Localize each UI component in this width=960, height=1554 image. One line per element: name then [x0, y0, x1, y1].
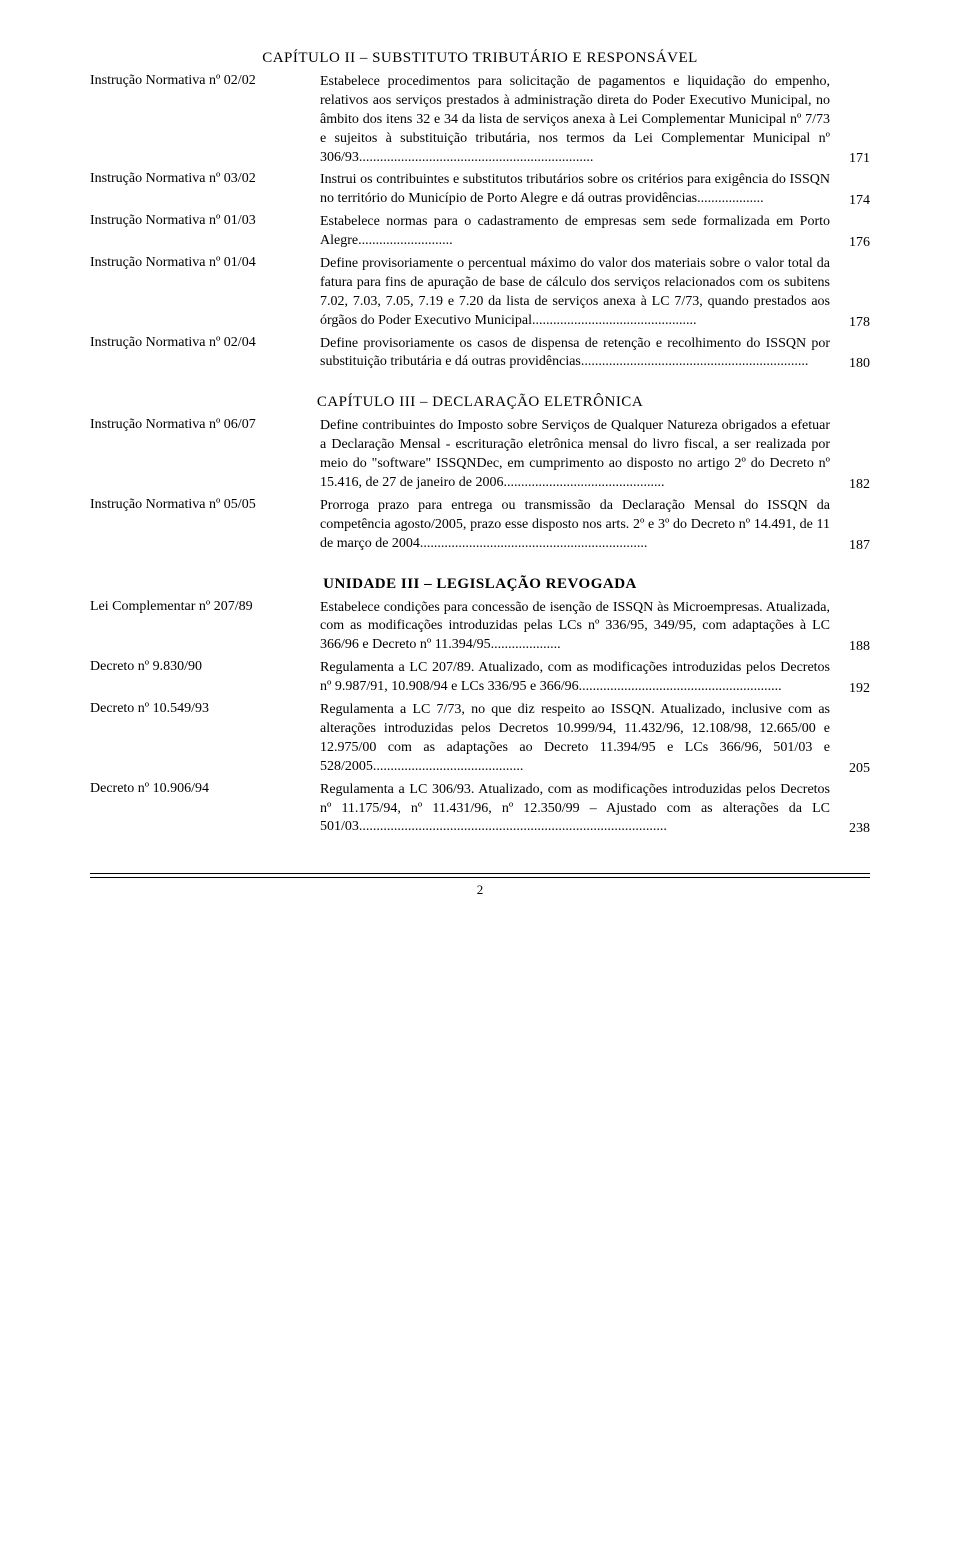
entry-label: Instrução Normativa nº 02/04 — [90, 335, 320, 351]
entry-description: Regulamenta a LC 7/73, no que diz respei… — [320, 701, 830, 777]
toc-entry: Decreto nº 10.906/94 Regulamenta a LC 30… — [90, 781, 870, 838]
entry-description: Define provisoriamente o percentual máxi… — [320, 255, 830, 331]
entry-page: 174 — [830, 193, 870, 209]
toc-entry: Decreto nº 10.549/93 Regulamenta a LC 7/… — [90, 701, 870, 777]
entry-page: 176 — [830, 235, 870, 251]
entry-page: 180 — [830, 356, 870, 372]
entry-description: Estabelece normas para o cadastramento d… — [320, 213, 830, 251]
entry-page: 178 — [830, 315, 870, 331]
toc-entry: Instrução Normativa nº 01/03 Estabelece … — [90, 213, 870, 251]
toc-entry: Instrução Normativa nº 05/05 Prorroga pr… — [90, 497, 870, 554]
chapter-3-title: CAPÍTULO III – DECLARAÇÃO ELETRÔNICA — [90, 394, 870, 411]
entry-description: Instrui os contribuintes e substitutos t… — [320, 171, 830, 209]
entry-page: 182 — [830, 477, 870, 493]
entry-page: 171 — [830, 151, 870, 167]
entry-description: Prorroga prazo para entrega ou transmiss… — [320, 497, 830, 554]
entry-label: Lei Complementar nº 207/89 — [90, 599, 320, 615]
toc-entry: Decreto nº 9.830/90 Regulamenta a LC 207… — [90, 659, 870, 697]
page-number: 2 — [477, 882, 484, 897]
toc-entry: Instrução Normativa nº 03/02 Instrui os … — [90, 171, 870, 209]
entry-label: Instrução Normativa nº 02/02 — [90, 73, 320, 89]
toc-entry: Lei Complementar nº 207/89 Estabelece co… — [90, 599, 870, 656]
entry-page: 238 — [830, 821, 870, 837]
toc-entry: Instrução Normativa nº 06/07 Define cont… — [90, 417, 870, 493]
entry-page: 187 — [830, 538, 870, 554]
toc-entry: Instrução Normativa nº 01/04 Define prov… — [90, 255, 870, 331]
entry-page: 205 — [830, 761, 870, 777]
chapter-2-title: CAPÍTULO II – SUBSTITUTO TRIBUTÁRIO E RE… — [90, 50, 870, 67]
entry-label: Instrução Normativa nº 06/07 — [90, 417, 320, 433]
page-footer: 2 — [90, 867, 870, 898]
entry-page: 188 — [830, 639, 870, 655]
entry-label: Instrução Normativa nº 03/02 — [90, 171, 320, 187]
entry-label: Instrução Normativa nº 05/05 — [90, 497, 320, 513]
entry-label: Decreto nº 9.830/90 — [90, 659, 320, 675]
entry-label: Instrução Normativa nº 01/04 — [90, 255, 320, 271]
entry-description: Define contribuintes do Imposto sobre Se… — [320, 417, 830, 493]
entry-description: Define provisoriamente os casos de dispe… — [320, 335, 830, 373]
entry-page: 192 — [830, 681, 870, 697]
entry-description: Estabelece procedimentos para solicitaçã… — [320, 73, 830, 167]
entry-label: Decreto nº 10.549/93 — [90, 701, 320, 717]
entry-description: Regulamenta a LC 207/89. Atualizado, com… — [320, 659, 830, 697]
unit-3-title: UNIDADE III – LEGISLAÇÃO REVOGADA — [90, 576, 870, 593]
entry-label: Decreto nº 10.906/94 — [90, 781, 320, 797]
entry-description: Estabelece condições para concessão de i… — [320, 599, 830, 656]
entry-label: Instrução Normativa nº 01/03 — [90, 213, 320, 229]
toc-entry: Instrução Normativa nº 02/04 Define prov… — [90, 335, 870, 373]
toc-entry: Instrução Normativa nº 02/02 Estabelece … — [90, 73, 870, 167]
entry-description: Regulamenta a LC 306/93. Atualizado, com… — [320, 781, 830, 838]
